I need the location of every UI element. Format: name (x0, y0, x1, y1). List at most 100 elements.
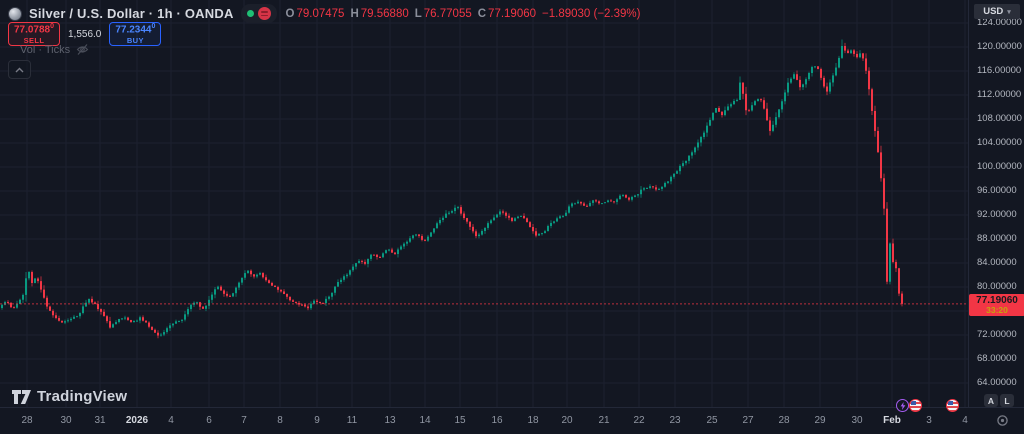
price-axis-label: 72.00000 (977, 329, 1017, 340)
candle-body (883, 178, 885, 209)
candle-body (742, 82, 744, 94)
candle-body (169, 325, 171, 329)
candle-body (133, 320, 135, 323)
candle-body (565, 212, 567, 216)
candle-body (118, 318, 120, 323)
candle-body (286, 294, 288, 297)
candle-body (847, 50, 849, 54)
auto-scale-button[interactable]: A (984, 394, 998, 407)
economic-event-bolt-icon[interactable] (896, 399, 909, 412)
candle-body (715, 107, 717, 113)
candle-body (643, 188, 645, 190)
last-price-badge: 77.19060 33:20 (969, 293, 1024, 316)
tradingview-logo-text: TradingView (37, 388, 128, 405)
time-axis[interactable]: 28 30 31 2026 4 6 7 8 9 11 13 14 15 16 18 20 21 22 23 25 27 2… (0, 407, 1024, 434)
candle-body (859, 53, 861, 58)
candle-body (853, 50, 855, 54)
lightning-icon (900, 401, 905, 410)
time-axis-tick: Feb (883, 415, 901, 426)
candle-body (289, 296, 291, 301)
time-axis-tick: 4 (962, 415, 968, 426)
candle-body (127, 317, 129, 320)
high-key: H (350, 7, 359, 20)
candle-body (808, 72, 810, 80)
candle-body (187, 309, 189, 315)
candle-body (811, 67, 813, 73)
candle-body (151, 326, 153, 330)
time-axis-tick: 16 (491, 415, 503, 426)
axis-settings-gear-icon[interactable] (996, 414, 1009, 427)
candle-body (625, 195, 627, 198)
price-axis-label: 104.00000 (977, 137, 1022, 148)
candle-body (403, 243, 405, 247)
price-axis-label: 80.00000 (977, 281, 1017, 292)
symbol-title[interactable]: Silver / U.S. Dollar · 1h · OANDA (29, 6, 234, 21)
candle-body (397, 249, 399, 254)
currency-selector[interactable]: USD ▾ (974, 4, 1020, 19)
candle-body (1, 304, 3, 308)
candle-body (613, 201, 615, 203)
candle-body (430, 232, 432, 237)
candle-body (616, 199, 618, 202)
candle-body (406, 241, 408, 244)
candle-body (487, 223, 489, 228)
candlestick-chart-canvas[interactable] (0, 0, 968, 407)
candle-body (157, 332, 159, 336)
candle-body (247, 270, 249, 274)
candle-body (481, 230, 483, 235)
candle-body (70, 318, 72, 321)
price-axis[interactable]: USD ▾ 124.00000 120.00000 116.00000 112.000… (968, 0, 1024, 407)
close-value: 77.19060 (488, 7, 537, 20)
time-axis-tick: 23 (669, 415, 681, 426)
candle-body (154, 329, 156, 333)
buy-price: 77.2344 (115, 24, 152, 36)
candle-body (793, 74, 795, 79)
candle-body (700, 136, 702, 143)
time-axis-tick: 13 (384, 415, 396, 426)
candle-body (7, 301, 9, 303)
us-economic-event-flag-icon[interactable] (946, 399, 959, 412)
candle-body (733, 100, 735, 105)
us-economic-event-flag-icon[interactable] (909, 399, 922, 412)
candle-body (652, 186, 654, 188)
candle-body (709, 119, 711, 126)
candle-body (112, 324, 114, 328)
candle-body (727, 106, 729, 111)
candle-body (184, 314, 186, 320)
sell-button[interactable]: 77.07880 SELL (8, 22, 60, 46)
price-axis-label: 116.00000 (977, 65, 1022, 76)
candle-body (757, 99, 759, 102)
candle-body (130, 319, 132, 323)
candle-body (376, 254, 378, 257)
candle-body (97, 303, 99, 310)
market-status-pill[interactable] (240, 4, 277, 23)
buy-button[interactable]: 77.23440 BUY (109, 22, 162, 46)
symbol-header: Silver / U.S. Dollar · 1h · OANDA O 79.0… (8, 4, 640, 23)
low-key: L (414, 7, 422, 20)
candle-body (814, 66, 816, 68)
candle-body (265, 277, 267, 281)
candle-body (871, 89, 873, 111)
candle-body (283, 291, 285, 295)
candle-body (646, 187, 648, 189)
eye-hidden-icon[interactable] (76, 43, 89, 56)
candle-body (739, 82, 741, 100)
candle-body (373, 254, 375, 256)
candle-body (400, 246, 402, 250)
candle-body (466, 218, 468, 222)
collapse-pane-button[interactable] (8, 60, 31, 79)
price-axis-label: 64.00000 (977, 377, 1017, 388)
candle-body (442, 217, 444, 220)
candle-body (517, 216, 519, 219)
tradingview-logo[interactable]: TradingView (12, 388, 127, 405)
candle-body (313, 300, 315, 304)
candle-body (352, 266, 354, 271)
candle-body (361, 260, 363, 262)
candle-body (19, 299, 21, 304)
candle-body (214, 289, 216, 295)
candle-body (229, 295, 231, 297)
log-scale-button[interactable]: L (1000, 394, 1014, 407)
candle-body (511, 217, 513, 221)
candle-body (457, 207, 459, 209)
